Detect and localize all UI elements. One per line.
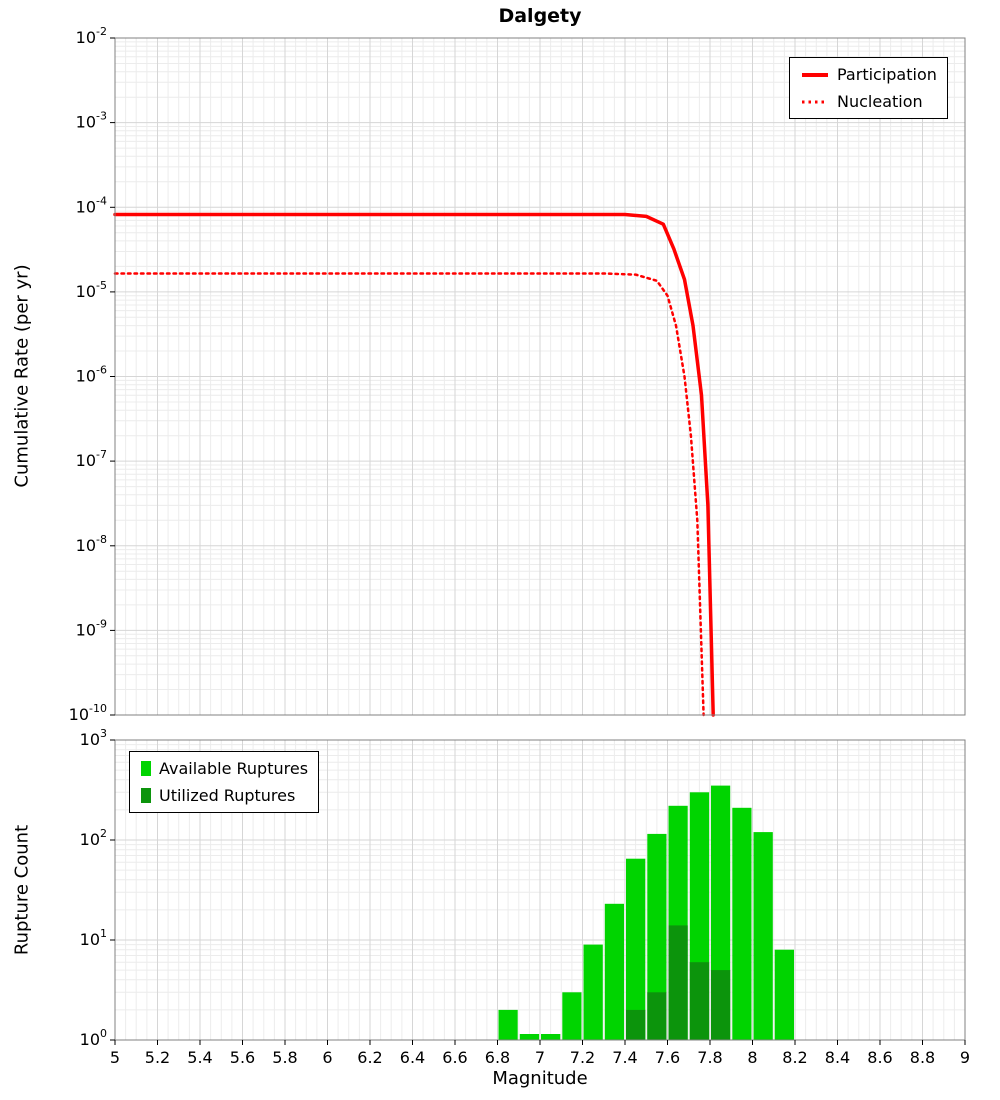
x-tick-label: 6 (322, 1048, 332, 1067)
x-tick-label: 5.4 (187, 1048, 212, 1067)
x-tick-label: 7.8 (697, 1048, 722, 1067)
y-tick-label: 10-9 (76, 617, 107, 639)
y-tick-label: 10-2 (76, 25, 107, 47)
x-tick-label: 5.2 (145, 1048, 170, 1067)
legend-entry-available-ruptures: Available Ruptures (140, 759, 308, 778)
x-tick-label: 7.6 (655, 1048, 680, 1067)
bar-available-ruptures (583, 944, 603, 1040)
x-axis-label-magnitude: Magnitude (492, 1068, 588, 1089)
y-tick-label: 10-8 (76, 533, 107, 555)
x-tick-label: 9 (960, 1048, 970, 1067)
x-tick-label: 7.4 (612, 1048, 637, 1067)
legend-label-available-ruptures: Available Ruptures (159, 759, 309, 778)
legend-entry-participation: Participation (800, 65, 937, 84)
x-tick-label: 6.6 (442, 1048, 467, 1067)
utilized-ruptures-swatch (141, 788, 151, 803)
utilized-ruptures-swatch-rect (141, 788, 151, 803)
y-axis-label-cumulative-rate: Cumulative Rate (per yr) (11, 264, 33, 488)
available-ruptures-swatch (141, 761, 151, 776)
legend-rupture-bars: Available Ruptures Utilized Ruptures (129, 751, 320, 813)
x-tick-label: 8.2 (782, 1048, 807, 1067)
bar-utilized-ruptures (711, 970, 731, 1040)
bar-available-ruptures (732, 807, 752, 1040)
y-tick-label: 103 (80, 727, 107, 749)
y-tick-label: 10-7 (76, 448, 107, 470)
available-ruptures-swatch-rect (141, 761, 151, 776)
legend-label-nucleation: Nucleation (837, 92, 923, 111)
y-tick-label: 101 (80, 927, 107, 949)
x-tick-label: 5.8 (272, 1048, 297, 1067)
x-tick-label: 5.6 (230, 1048, 255, 1067)
x-tick-label: 6.2 (357, 1048, 382, 1067)
bar-available-ruptures (562, 992, 582, 1040)
bar-utilized-ruptures (647, 992, 667, 1040)
bar-available-ruptures (626, 858, 646, 1040)
x-tick-label: 8 (747, 1048, 757, 1067)
curve-nucleation (113, 272, 705, 717)
y-tick-label: 10-3 (76, 110, 107, 132)
x-tick-label: 7.2 (570, 1048, 595, 1067)
chart-title: Dalgety (498, 5, 582, 27)
bar-available-ruptures (753, 832, 773, 1040)
participation-line-swatch (802, 72, 828, 77)
legend-rate-curves: Participation Nucleation (789, 57, 948, 119)
x-tick-label: 6.4 (400, 1048, 425, 1067)
y-tick-label: 100 (80, 1027, 107, 1049)
nucleation-line-swatch (802, 100, 828, 103)
y-tick-label: 10-5 (76, 279, 107, 301)
x-tick-label: 7 (535, 1048, 545, 1067)
y-tick-label: 10-10 (69, 702, 107, 724)
legend-label-utilized-ruptures: Utilized Ruptures (159, 786, 296, 805)
y-tick-label: 102 (80, 827, 107, 849)
x-tick-label: 8.4 (825, 1048, 850, 1067)
bar-available-ruptures (541, 1034, 561, 1040)
x-tick-label: 6.8 (485, 1048, 510, 1067)
legend-entry-utilized-ruptures: Utilized Ruptures (140, 786, 308, 805)
x-tick-label: 5 (110, 1048, 120, 1067)
bar-utilized-ruptures (626, 1009, 646, 1040)
x-tick-label: 8.6 (867, 1048, 892, 1067)
legend-label-participation: Participation (837, 65, 937, 84)
bar-available-ruptures (604, 903, 624, 1040)
bar-available-ruptures (774, 949, 794, 1040)
bar-available-ruptures (498, 1009, 518, 1040)
x-tick-label: 8.8 (910, 1048, 935, 1067)
curve-participation (113, 212, 715, 717)
bar-available-ruptures (647, 833, 667, 1040)
bar-available-ruptures (519, 1034, 540, 1040)
y-tick-label: 10-6 (76, 364, 107, 386)
y-axis-label-rupture-count: Rupture Count (11, 824, 33, 956)
legend-entry-nucleation: Nucleation (800, 92, 937, 111)
bar-utilized-ruptures (668, 925, 688, 1040)
bar-utilized-ruptures (689, 962, 710, 1040)
y-tick-label: 10-4 (76, 194, 107, 216)
